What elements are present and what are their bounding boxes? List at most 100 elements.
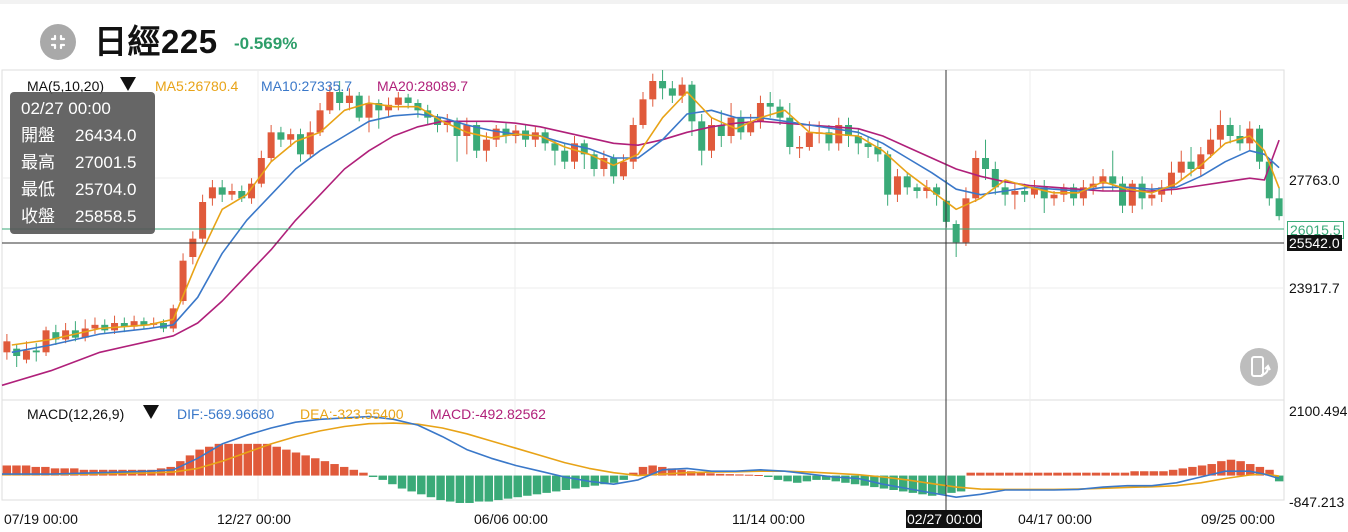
macd-bar — [552, 475, 561, 492]
candle-body — [1167, 172, 1175, 188]
rotate-screen-button[interactable] — [1240, 348, 1278, 386]
macd-bar — [600, 475, 609, 485]
candle-body — [385, 104, 393, 111]
macd-bar — [1159, 471, 1168, 476]
dif-value: DIF:-569.96680 — [177, 406, 275, 422]
macd-bar — [764, 475, 773, 478]
macd-bar — [1149, 471, 1159, 476]
candle-body — [864, 143, 872, 147]
macd-bar — [590, 475, 600, 486]
macd-bar — [619, 475, 628, 480]
macd-bar — [195, 449, 204, 476]
ma20-value: MA20:28089.7 — [377, 78, 469, 94]
candle-body — [962, 198, 970, 243]
ma-dropdown-icon[interactable] — [120, 77, 136, 95]
macd-bar — [41, 466, 50, 476]
macd-bar — [426, 475, 436, 498]
macd-bar — [1120, 472, 1130, 476]
x-axis-crosshair-label: 02/27 00:00 — [906, 510, 982, 528]
candle-body — [512, 130, 520, 136]
macd-bar — [1062, 472, 1072, 476]
macd-dropdown-icon[interactable] — [143, 405, 159, 423]
candle-body — [629, 125, 637, 162]
candle-body — [982, 158, 990, 169]
candle-body — [766, 103, 774, 107]
macd-bar — [1255, 466, 1265, 476]
macd-bar — [359, 472, 368, 476]
macd-bar — [899, 475, 908, 492]
macd-bar — [850, 475, 860, 485]
x-axis-label: 06/06 00:00 — [474, 511, 548, 527]
tooltip-date: 02/27 00:00 — [21, 99, 111, 118]
macd-bar — [455, 475, 465, 503]
candle-body — [561, 150, 569, 162]
candle-body — [42, 330, 50, 353]
chart-border — [1, 69, 1285, 501]
candle-body — [1060, 187, 1068, 195]
macd-bar — [243, 443, 253, 476]
y-axis-upper-label: 27763.0 — [1289, 172, 1340, 188]
candle-body — [991, 169, 999, 188]
macd-bar — [793, 475, 802, 483]
candle-body — [120, 323, 128, 327]
macd-bar — [214, 443, 224, 476]
macd-bar — [561, 475, 571, 490]
back-button[interactable] — [40, 24, 76, 60]
ohlc-tooltip: 02/27 00:00 開盤 26434.0 最高 27001.5 最低 25704.… — [10, 92, 155, 234]
macd-bar — [812, 475, 821, 480]
macd-bar — [870, 475, 879, 488]
macd-bar — [407, 475, 416, 492]
macd-bar — [571, 475, 580, 489]
macd-bar — [783, 475, 792, 482]
tooltip-row-close: 收盤 25858.5 — [21, 207, 137, 226]
macd-bar — [1053, 472, 1062, 476]
candle-body — [52, 332, 60, 340]
macd-bar — [1033, 472, 1043, 476]
macd-bar — [947, 475, 956, 493]
macd-bar — [1014, 472, 1024, 476]
x-axis-label: 07/19 00:00 — [4, 511, 78, 527]
candle-body — [610, 158, 618, 177]
crosshair-price-tag: 25542.0 — [1287, 235, 1342, 251]
tooltip-row-low: 最低 25704.0 — [21, 180, 137, 199]
candle-body — [492, 128, 500, 140]
macd-bar — [311, 458, 320, 476]
macd-bar — [686, 471, 696, 476]
dea-value: DEA:-323.55400 — [300, 406, 404, 422]
candle-body — [257, 158, 265, 184]
ma-indicator-label[interactable]: MA(5,10,20) — [27, 78, 105, 94]
macd-bar — [1197, 465, 1207, 476]
candle-body — [590, 154, 598, 169]
macd-bar — [272, 446, 281, 476]
candle-body — [737, 117, 745, 133]
macd-bar — [465, 475, 474, 503]
macd-axis-bottom-label: -847.213 — [1289, 494, 1345, 510]
candle-body — [32, 350, 40, 353]
candle-body — [1079, 187, 1087, 199]
macd-bar — [484, 475, 493, 502]
macd-bar — [349, 469, 359, 476]
candle-body — [81, 328, 89, 338]
macd-bar — [166, 466, 175, 476]
macd-bar — [966, 472, 975, 476]
macd-bar — [889, 475, 898, 490]
macd-bar — [320, 461, 330, 476]
candle-body — [326, 92, 334, 111]
candle-body — [1099, 176, 1107, 184]
candle-body — [1265, 161, 1273, 199]
candle-body — [747, 121, 755, 133]
candle-body — [874, 147, 882, 155]
macd-indicator-label[interactable]: MACD(12,26,9) — [27, 406, 125, 422]
macd-bar — [330, 464, 339, 476]
candle-body — [189, 238, 197, 257]
ma20-line — [1, 120, 1280, 387]
macd-bar — [474, 475, 484, 502]
candle-body — [1050, 194, 1058, 199]
tooltip-row-high: 最高 27001.5 — [21, 153, 137, 172]
macd-bar — [1111, 472, 1120, 476]
macd-bar — [609, 475, 619, 483]
candle-body — [923, 187, 931, 191]
candle-body — [913, 187, 921, 191]
macd-bar — [1246, 464, 1255, 476]
